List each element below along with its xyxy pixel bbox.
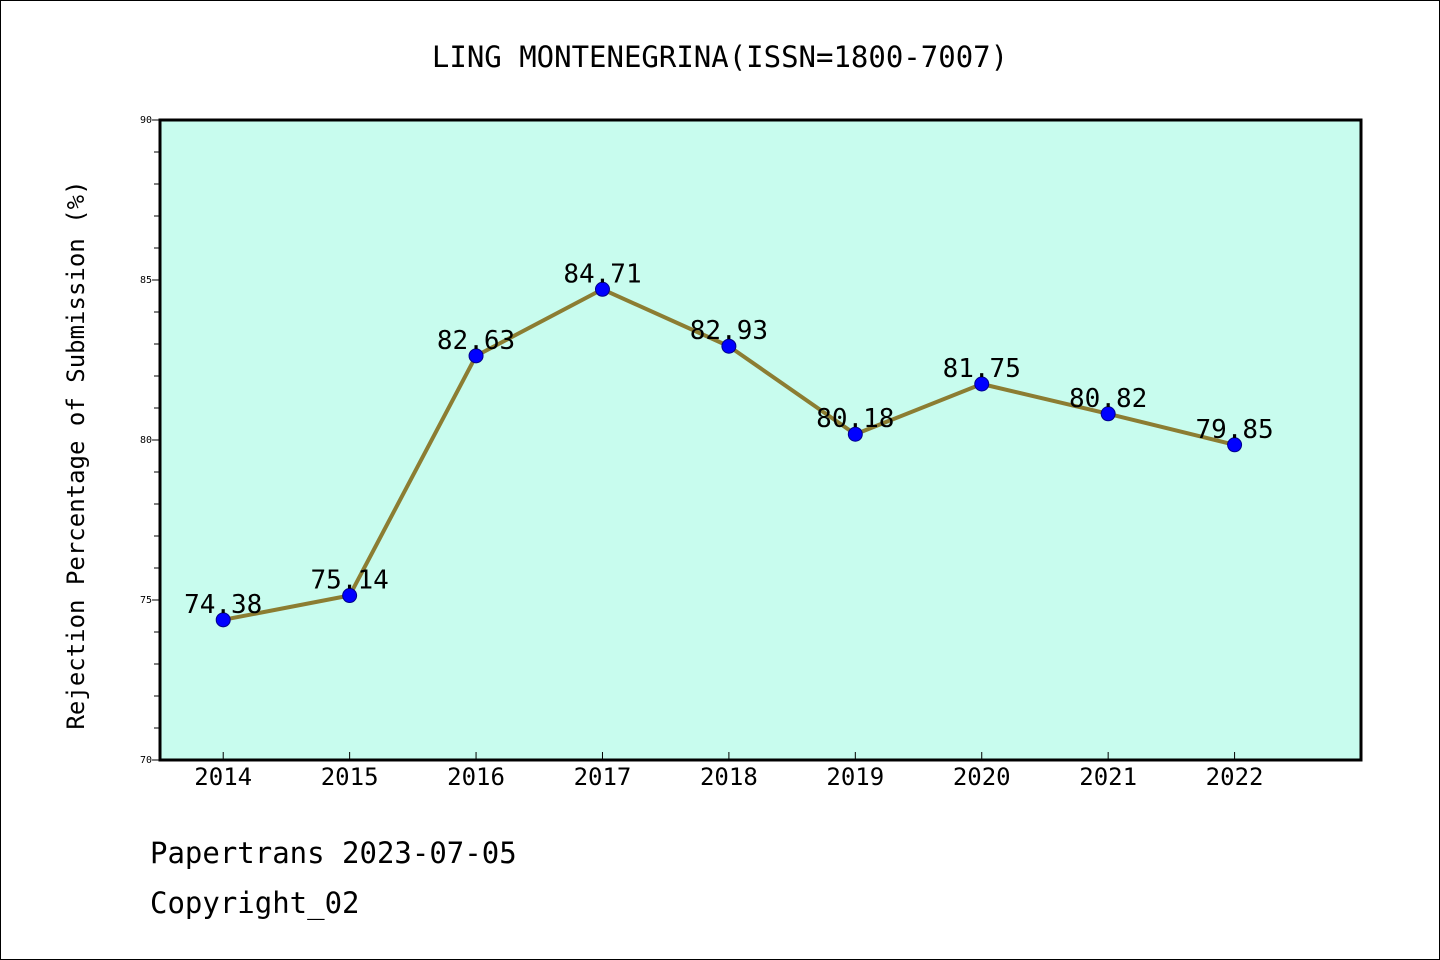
series-line-group [215,281,1243,628]
x-tick-label: 2018 [700,763,758,791]
data-label: 79.85 [1195,415,1273,445]
data-label: 82.93 [690,316,768,346]
data-label: 80.18 [816,404,894,434]
data-point [594,281,610,297]
data-label: 81.75 [943,354,1021,384]
y-tick-label: 90 [140,115,152,126]
data-label: 82.63 [437,326,515,356]
y-tick-label: 75 [140,595,152,606]
x-tick-label: 2022 [1206,763,1264,791]
y-tick-label: 80 [140,435,152,446]
x-tick-label: 2019 [826,763,884,791]
data-point [342,588,358,604]
x-tick-label: 2017 [574,763,632,791]
x-tick-label: 2021 [1079,763,1137,791]
x-tick-label: 2015 [321,763,379,791]
data-point [974,376,990,392]
x-axis-ticks: 2014 2015 2016 2017 2018 2019 2020 2021 2022 [194,752,1263,791]
data-point [468,348,484,364]
data-label: 80.82 [1069,384,1147,414]
y-axis-label: Rejection Percentage of Submission (%) [62,180,90,729]
data-label: 75.14 [310,566,388,596]
data-point [1227,437,1243,453]
x-tick-label: 2016 [447,763,505,791]
x-tick-label: 2020 [953,763,1011,791]
data-point [721,338,737,354]
data-label: 84.71 [563,259,641,289]
chart-title: LING MONTENEGRINA(ISSN=1800-7007) [432,40,1008,74]
x-tick-label: 2014 [194,763,252,791]
y-axis-ticks: 70 75 80 85 90 [140,115,160,766]
data-labels-group: 74.38 75.14 82.63 84.71 82.93 80.18 81.75 80.82… [184,259,1274,620]
y-tick-label: 85 [140,275,152,286]
data-label: 74.38 [184,590,262,620]
data-point [847,426,863,442]
data-point [1100,406,1116,422]
y-tick-label: 70 [140,755,152,766]
plot-area [158,118,1363,762]
data-point [215,612,231,628]
footer-copyright: Copyright_02 [150,886,360,920]
footer-date: Papertrans 2023-07-05 [150,836,517,870]
